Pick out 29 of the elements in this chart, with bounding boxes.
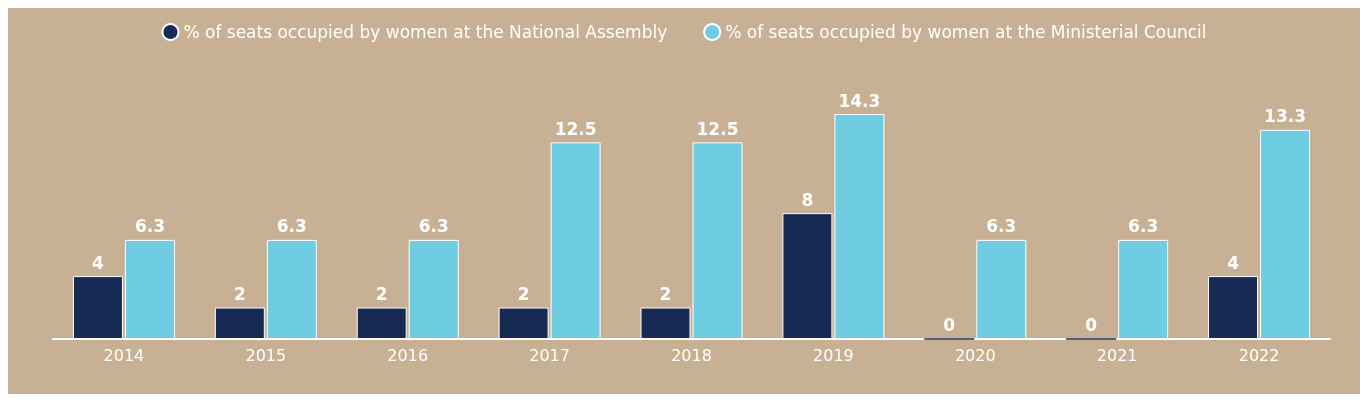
data-label: 2 <box>375 284 388 305</box>
data-label: 6.3 <box>134 216 166 237</box>
x-tick-label: 2014 <box>103 345 145 365</box>
x-tick-label: 2016 <box>387 345 429 365</box>
x-tick-label: 2021 <box>1096 345 1138 365</box>
x-tick-label: 2017 <box>529 345 570 365</box>
data-label: 13.3 <box>1264 106 1307 127</box>
x-tick-label: 2019 <box>813 345 854 365</box>
data-label: 14.3 <box>838 90 881 111</box>
data-label: 6.3 <box>418 216 449 237</box>
x-tick-label: 2020 <box>954 345 996 365</box>
x-tick-label: 2015 <box>245 345 287 365</box>
data-label: 4 <box>92 252 105 273</box>
data-label: 4 <box>1227 252 1240 273</box>
data-label: 12.5 <box>554 118 597 139</box>
data-label: 8 <box>801 189 814 210</box>
data-label: 12.5 <box>696 118 739 139</box>
data-label: 6.3 <box>1128 216 1159 237</box>
data-label: 2 <box>233 284 246 305</box>
legend-label: % of seats occupied by women at the National Assembly <box>183 22 668 42</box>
x-tick-label: 2022 <box>1238 345 1280 365</box>
x-tick-label: 2018 <box>671 345 712 365</box>
data-label: 2 <box>517 284 530 305</box>
data-label: 6.3 <box>986 216 1017 237</box>
data-label: 0 <box>943 315 956 335</box>
legend-label: % of seats occupied by women at the Ministerial Council <box>725 22 1207 42</box>
data-label: 2 <box>659 284 672 305</box>
data-label: 0 <box>1085 315 1098 335</box>
data-label: 6.3 <box>276 216 307 237</box>
